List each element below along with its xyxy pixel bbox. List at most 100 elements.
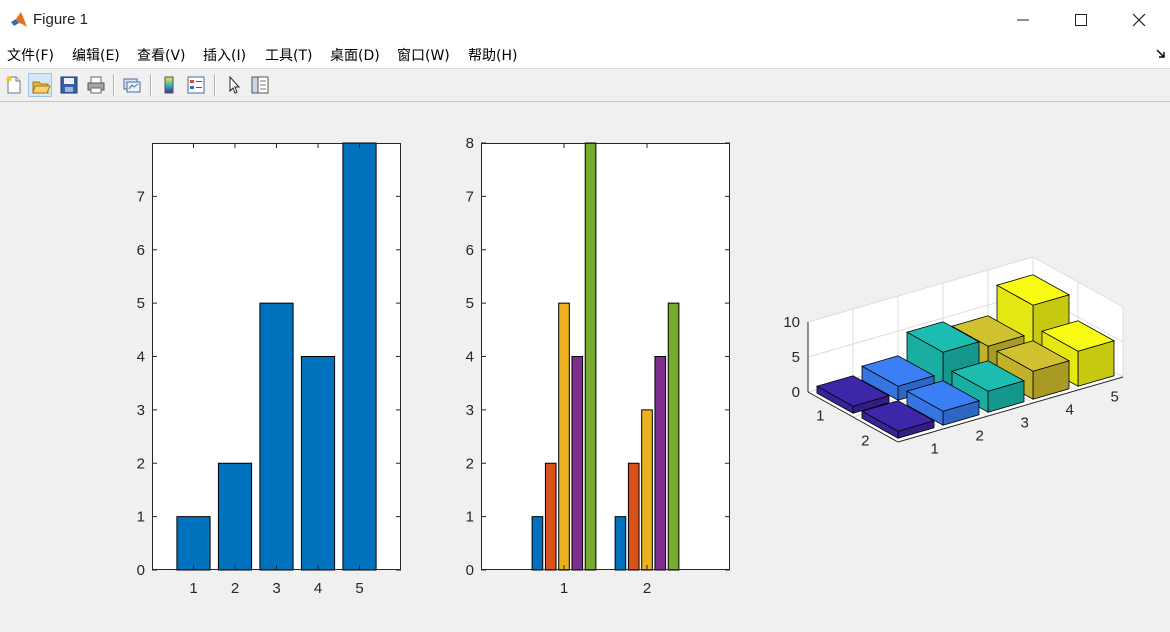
link-plot-icon <box>123 78 141 93</box>
bar3-bar <box>860 355 936 401</box>
chart1-y-tick-label: 4 <box>137 349 145 366</box>
bar3-y-tick-label: 4 <box>1066 402 1074 419</box>
bar3-y-tick-label: 5 <box>1111 389 1119 406</box>
bar3-bar-top <box>1040 320 1116 352</box>
minimize-button[interactable] <box>994 0 1052 39</box>
menu-desktop[interactable]: 桌面(D) <box>330 48 380 64</box>
chart2-bar <box>558 302 570 571</box>
bar3-z-tick-label: 10 <box>783 314 800 331</box>
bar3-bar <box>860 400 936 439</box>
bar3-y-tick-label: 2 <box>976 428 984 445</box>
chart1-x-tick-label: 4 <box>314 580 322 597</box>
chart1-x-tick-label: 1 <box>189 580 197 597</box>
chart1-bar <box>342 142 377 571</box>
chart1-y-tick-label: 0 <box>137 562 145 579</box>
chart1-x-tick-label: 3 <box>272 580 280 597</box>
legend-button[interactable] <box>184 73 208 97</box>
menu-window[interactable]: 窗口(W) <box>397 48 450 64</box>
colorbar-icon <box>164 76 174 94</box>
menu-help[interactable]: 帮助(H) <box>468 48 518 64</box>
bar3-bar-top <box>995 274 1071 306</box>
chart1-y-tick-label: 2 <box>137 455 145 472</box>
chart2-bar <box>584 142 597 571</box>
chart1-y-tick-label: 5 <box>137 295 145 312</box>
chart2-bar <box>654 356 667 571</box>
chart1-y-tick-label: 7 <box>137 188 145 205</box>
chart1-y-tick-label: 1 <box>137 509 145 526</box>
dock-arrow-icon[interactable] <box>1156 49 1166 59</box>
toolbar-separator <box>150 74 152 96</box>
window-title: Figure 1 <box>33 11 89 28</box>
chart1-frame <box>152 143 401 570</box>
chart2-y-tick-label: 1 <box>466 509 474 526</box>
chart1-bar <box>259 302 294 571</box>
property-inspector-button[interactable] <box>248 73 272 97</box>
chart2-bar <box>641 409 653 571</box>
legend-icon <box>187 76 205 94</box>
chart1-bar <box>176 516 211 571</box>
edit-plot-button[interactable] <box>222 73 246 97</box>
open-file-button[interactable] <box>28 73 52 97</box>
chart1-bar <box>217 462 253 571</box>
chart2-bar <box>667 302 680 571</box>
chart2-bar <box>614 516 627 571</box>
menu-edit[interactable]: 编辑(E) <box>72 48 120 64</box>
toolbar-separator <box>113 74 115 96</box>
bar3-grid-line <box>807 291 1034 358</box>
bar3-grid-line <box>1032 256 1124 308</box>
title-bar: Figure 1 <box>0 0 1170 40</box>
colorbar-button[interactable] <box>157 73 181 97</box>
chart2-x-tick-label: 2 <box>643 580 651 597</box>
bar3-bar-top <box>950 360 1026 392</box>
chart1-bar <box>300 356 336 571</box>
bar3-bar-top <box>815 375 891 407</box>
save-button[interactable] <box>57 73 81 97</box>
bar3-x-tick-label: 1 <box>816 408 824 425</box>
chart1-x-tick-label: 2 <box>231 580 239 597</box>
chart2-bar <box>544 462 557 571</box>
chart1-x-tick-label: 5 <box>355 580 363 597</box>
menu-bar: 文件(F) 编辑(E) 查看(V) 插入(I) 工具(T) 桌面(D) 窗口(W… <box>0 39 1170 69</box>
bar3-bar <box>905 380 981 426</box>
maximize-button[interactable] <box>1052 0 1110 39</box>
toolbar-separator <box>214 74 216 96</box>
save-icon <box>60 76 78 94</box>
chart2-y-tick-label: 5 <box>466 295 474 312</box>
open-file-icon <box>32 81 51 94</box>
bar3-z-tick-label: 0 <box>792 384 800 401</box>
figure-canvas: 1 2 3 4 5 0 1 2 3 4 5 6 7 1 2 0 1 2 3 4 5 6 7 8 1 2 1 2 3 4 5 0 5 10 <box>0 102 1170 628</box>
bar3-bar-top <box>950 315 1026 347</box>
chart2-background <box>481 143 730 570</box>
matlab-logo-icon <box>11 12 27 27</box>
new-figure-icon <box>6 76 21 94</box>
chart2-bar <box>627 462 640 571</box>
bar3-y-axis <box>897 376 1124 443</box>
toolbar <box>0 69 1170 102</box>
property-inspector-icon <box>251 76 269 94</box>
chart1-y-tick-label: 3 <box>137 402 145 419</box>
menu-view[interactable]: 查看(V) <box>137 48 186 64</box>
edit-plot-cursor-icon <box>229 75 241 94</box>
bar3-z-tick-label: 5 <box>792 349 800 366</box>
chart2-y-tick-label: 6 <box>466 242 474 259</box>
chart2-y-tick-label: 0 <box>466 562 474 579</box>
chart2-bar <box>531 516 544 571</box>
menu-tools[interactable]: 工具(T) <box>265 48 313 64</box>
chart2-y-tick-label: 3 <box>466 402 474 419</box>
bar3-bar-top <box>905 380 981 412</box>
bar3-x-axis <box>807 391 899 443</box>
link-plot-button[interactable] <box>120 73 144 97</box>
close-button[interactable] <box>1110 0 1168 39</box>
chart2-frame <box>481 143 730 570</box>
print-button[interactable] <box>84 73 108 97</box>
menu-file[interactable]: 文件(F) <box>7 48 54 64</box>
new-figure-button[interactable] <box>2 73 26 97</box>
maximize-icon <box>1075 14 1087 26</box>
chart2-bar <box>571 356 584 571</box>
menu-insert[interactable]: 插入(I) <box>203 48 247 64</box>
bar3-bar-top <box>905 321 981 353</box>
chart2-y-tick-label: 4 <box>466 349 474 366</box>
chart2-x-tick-label: 1 <box>560 580 568 597</box>
bar3-bar <box>815 375 891 414</box>
